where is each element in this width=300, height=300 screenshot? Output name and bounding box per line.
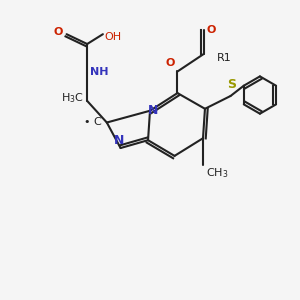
Text: • C: • C — [84, 116, 102, 127]
Text: O: O — [166, 58, 175, 68]
Text: CH$_3$: CH$_3$ — [206, 166, 228, 179]
Text: N: N — [113, 134, 124, 147]
Text: H$_3$C: H$_3$C — [61, 91, 84, 105]
Text: NH: NH — [90, 68, 109, 77]
Text: S: S — [227, 78, 236, 91]
Text: O: O — [207, 25, 216, 35]
Text: O: O — [53, 27, 63, 37]
Text: R1: R1 — [217, 53, 232, 63]
Text: N: N — [148, 104, 158, 117]
Text: OH: OH — [105, 32, 122, 42]
